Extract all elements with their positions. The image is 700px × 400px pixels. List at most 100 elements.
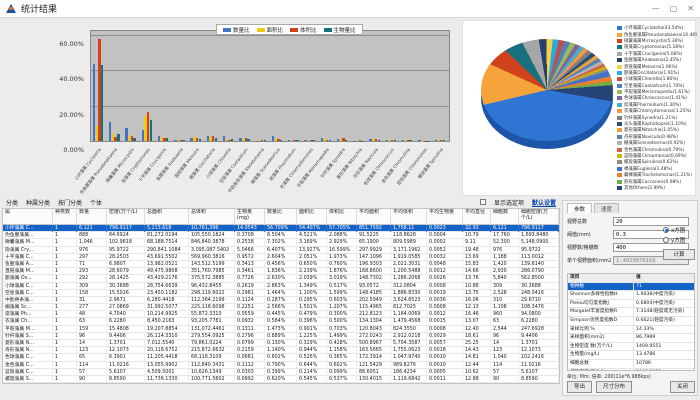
- species-table[interactable]: 属种类数 数量 密度(万个/L) 总面积 总体积 生物量(mg)数量比 面积比 体积比 平均面积…: [2, 208, 560, 384]
- column-header-6[interactable]: 生物量(mg): [235, 209, 265, 225]
- table-row[interactable]: 小球藻属 C... 1 309 30.3688 28,754.6639 96,432.84…: [3, 282, 559, 290]
- table-row[interactable]: 平裂藻属 M... 1 159 15.4808 19,207.8854 131,072.4…: [3, 325, 559, 333]
- column-header-14[interactable]: 细胞数: [491, 209, 519, 225]
- table-cell: 95.9722: [519, 246, 559, 254]
- property-row[interactable]: 采样比例 % 14.33%: [568, 325, 694, 335]
- column-header-13[interactable]: 平均直径: [463, 209, 491, 225]
- table-row[interactable]: 金色藻属 C... 1 114 11.0216 13,055.9902 112,840.3…: [3, 361, 559, 369]
- table-row[interactable]: 小环藻属 C... 1 6,121 796.9117 5,213,618 10,761,3…: [3, 225, 559, 233]
- minimize-icon[interactable]: —: [651, 4, 660, 13]
- column-header-11[interactable]: 平均体积: [391, 209, 427, 225]
- calculate-button[interactable]: 计算: [663, 249, 695, 260]
- table-cell: 247.6928: [519, 325, 559, 333]
- property-row[interactable]: Simpson优势度指数D 0.6621(轻度污染): [568, 316, 694, 326]
- classify-label: 分类: [6, 199, 19, 207]
- table-row[interactable]: 菱形藻属 N... 1 14 1.3701 7,012.5540 79,861.0224 0…: [3, 340, 559, 348]
- radio-option[interactable]: x方图: [663, 225, 697, 235]
- maximize-icon[interactable]: ▢: [669, 4, 678, 13]
- table-row[interactable]: 鱼腥藻属 A... 1 71 6.9807 13,982.0521 143,512.519…: [3, 260, 559, 269]
- table-row[interactable]: 空星藻属 C... 1 158 15.5026 23,450.1182 298,119.6…: [3, 289, 559, 297]
- export-button[interactable]: 导出: [567, 381, 593, 393]
- tab-genus-classify[interactable]: 种属分类: [26, 199, 51, 207]
- column-header-10[interactable]: 平均面积: [357, 209, 391, 225]
- bar-体积比-7: [212, 135, 215, 141]
- table-cell: 16.46: [463, 311, 491, 319]
- property-row[interactable]: Shannon多样性指数H 1.9038(中度污染): [568, 291, 694, 300]
- bar-legend-label: 生物量比: [333, 27, 356, 34]
- table-row[interactable]: 颤藻属 Os... 1 292 28.1425 43,429.2176 375,572.3…: [3, 275, 559, 283]
- show-selected-checkbox[interactable]: [479, 199, 486, 205]
- table-row[interactable]: 微囊藻属 M... 1 1,046 102.9618 68,188.7514 846,84…: [3, 239, 559, 247]
- default-settings-link[interactable]: 默认设置: [531, 199, 556, 207]
- table-row[interactable]: 席藻属 Ph... 1 48 4.7040 10,214.9925 55,872.3310…: [3, 311, 559, 319]
- table-cell: 148.7302: [357, 275, 391, 283]
- table-cell: 15.5026: [107, 289, 145, 297]
- property-row[interactable]: 细胞密度(万个/L)1849.3851: [568, 368, 694, 370]
- table-row[interactable]: 针杆藻属 S... 1 96 9.4406 26,114.3310 279,554.092…: [3, 332, 559, 340]
- property-row[interactable]: 采样面积(mm2) 86.7989: [568, 334, 694, 343]
- table-cell: 28.1425: [107, 275, 145, 283]
- column-header-5[interactable]: 总体积: [189, 209, 235, 225]
- table-row[interactable]: 栅藻属 Sc... 1 277 27.0869 31,992.5077 225,118.6…: [3, 304, 559, 312]
- column-header-1[interactable]: 种类数: [53, 209, 77, 225]
- table-row[interactable]: 中肋骨条藻... 1 31 2.9671 6,280.4418 112,364.2199 0…: [3, 296, 559, 305]
- column-header-9[interactable]: 体积比: [327, 209, 357, 225]
- table-cell: 0.500%: [327, 318, 357, 326]
- property-grid[interactable]: 项目值物种数 71 Shannon多样性指数H 1.9038(中度污染) Pielou均…: [567, 273, 695, 371]
- table-row[interactable]: 隐藻属 Cry... 1 976 95.9722 290,841.1084 3,095,0…: [3, 246, 559, 254]
- table-row[interactable]: 十字藻属 C... 1 297 28.2503 43,691.5502 569,960.3…: [3, 253, 559, 261]
- bar-xaxis-labels: 小环藻属 Cyclotella 伪鱼腥藻属 Pseudanabaena 微囊藻属 M…: [75, 144, 450, 198]
- panel-tab-speed[interactable]: 速度: [594, 203, 620, 213]
- property-row[interactable]: 物种数 71: [568, 282, 694, 292]
- prop-value: 1.9038(中度污染): [636, 292, 675, 298]
- table-row[interactable]: 色球藻属 C... 1 65 6.3901 11,205.4418 68,118.3109…: [3, 354, 559, 362]
- bar-legend-item: 体积比: [290, 26, 317, 34]
- column-header-4[interactable]: 总面积: [145, 209, 189, 225]
- table-row[interactable]: 螺旋藻属 S... 1 90 8.8590 11,736.1330 100,771.580…: [3, 375, 559, 383]
- radio-icon[interactable]: [663, 237, 669, 243]
- pie-legend-item: 小环藻属Cyclotella(43.54%): [617, 25, 697, 31]
- column-header-12[interactable]: 平均生物量: [427, 209, 463, 225]
- property-row[interactable]: 细胞总数 10786: [568, 359, 694, 369]
- panel-tab-params[interactable]: 参数: [567, 203, 593, 213]
- table-row[interactable]: 衣藻属 Ch... 1 63 6.2280 8,450.2163 93,205.7781 0…: [3, 318, 559, 326]
- table-row[interactable]: 蓝隐藻属 C... 1 57 5.6107 4,509.5001 10,626.1349 0…: [3, 368, 559, 376]
- bar-面积比-11: [274, 138, 277, 141]
- column-header-7[interactable]: 数量比: [265, 209, 297, 225]
- table-cell: 49,475.9808: [145, 268, 189, 276]
- column-header-0[interactable]: 属: [3, 209, 53, 225]
- table-cell: 5.0466: [235, 246, 265, 254]
- table-cell: 95.9722: [107, 246, 145, 254]
- table-cell: 1: [53, 246, 77, 254]
- table-cell: 0.0052: [427, 246, 463, 254]
- column-header-3[interactable]: 密度(万个/L): [107, 209, 145, 225]
- table-row[interactable]: 舟形藻属 N... 1 123 12.1073 20,118.6752 215,872.6…: [3, 347, 559, 355]
- property-row[interactable]: 生物量(mg/L) 13.4786: [568, 351, 694, 360]
- table-row[interactable]: 直链藻属 M... 1 293 28.6079 49,475.9808 351,760.7…: [3, 268, 559, 276]
- column-header-15[interactable]: 细胞密度(万个/L): [519, 209, 559, 225]
- table-cell: 0.0010: [427, 354, 463, 362]
- tab-phylum-classify[interactable]: 按门分类: [58, 199, 83, 207]
- radio-option[interactable]: y方图: [663, 235, 697, 245]
- pie-legend-item: 裸藻属Euglena(1.48%): [617, 166, 697, 172]
- table-cell: 23,450.1182: [145, 289, 189, 297]
- table-cell: 2.239%: [297, 268, 327, 276]
- table-cell: 色球藻属 C...: [3, 354, 53, 362]
- property-row[interactable]: 生物密度 数(万个/L) 1409.9551: [568, 342, 694, 352]
- table-row[interactable]: 伪鱼腥藻属... 1 888 84.6924 81,272.0194 105,550.18…: [3, 232, 559, 240]
- radio-icon[interactable]: [663, 227, 669, 233]
- table-body[interactable]: 小环藻属 C... 1 6,121 796.9117 5,213,618 10,761,3…: [3, 225, 559, 383]
- property-row[interactable]: Margalef丰富度指数R 7.3148(轻度或无污染): [568, 308, 694, 317]
- pie-legend-label: 栅藻属Scenedesmus(0.92%): [624, 141, 686, 147]
- field-input-2[interactable]: [613, 243, 689, 252]
- field-input-0[interactable]: [613, 217, 689, 226]
- property-row[interactable]: Pielou均匀度指数J 0.6804(中度污染): [568, 299, 694, 309]
- column-header-2[interactable]: 数量: [77, 209, 107, 225]
- field-input-1[interactable]: [613, 230, 689, 239]
- close-icon[interactable]: ✕: [687, 4, 694, 13]
- column-header-8[interactable]: 面积比: [297, 209, 327, 225]
- tab-individual[interactable]: 个体: [90, 199, 103, 207]
- close-button[interactable]: 关闭: [669, 381, 695, 393]
- size-distribution-button[interactable]: 尺寸分布: [596, 381, 633, 393]
- analysis-panel: 参数 速度 视野总数阈值(mm) 视野数/格栅数单个视野面积(mm2) x方图 y方…: [562, 200, 698, 396]
